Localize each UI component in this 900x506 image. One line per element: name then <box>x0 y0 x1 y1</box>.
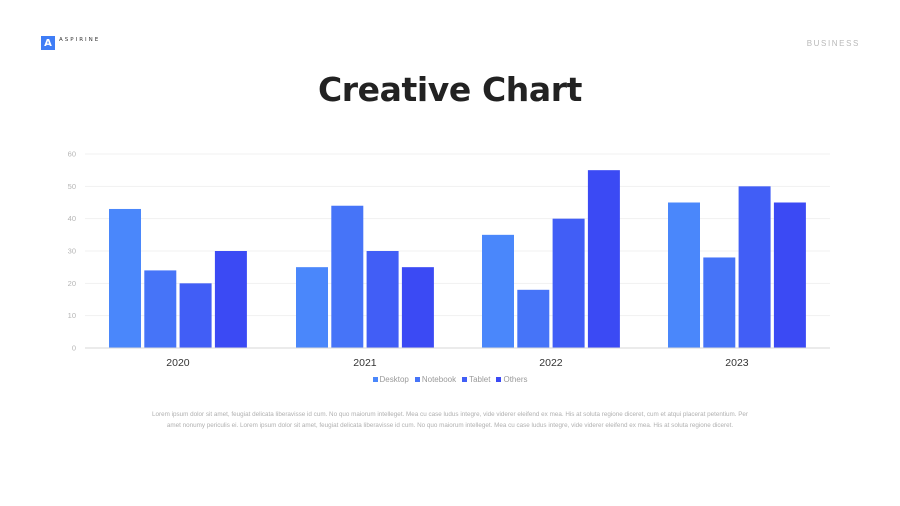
x-tick-label: 2023 <box>725 357 749 369</box>
bar-tablet-2023 <box>738 186 771 348</box>
y-tick-label: 30 <box>68 247 76 256</box>
brand-name: ASPIRINE <box>59 37 101 43</box>
body-paragraph: Lorem ipsum dolor sit amet, feugiat deli… <box>151 411 749 429</box>
chart-bars <box>109 170 806 348</box>
bar-tablet-2021 <box>366 251 399 348</box>
bar-notebook-2021 <box>331 205 364 348</box>
brand-logo: A ASPIRINE <box>41 36 100 50</box>
bar-notebook-2023 <box>703 257 736 348</box>
y-tick-label: 20 <box>68 279 76 288</box>
legend-label: Desktop <box>379 375 409 384</box>
section-label: BUSINESS <box>806 39 860 48</box>
bar-desktop-2021 <box>296 267 328 348</box>
x-tick-label: 2021 <box>353 357 377 369</box>
legend-swatch <box>462 377 468 382</box>
legend-swatch <box>414 377 420 382</box>
y-tick-label: 10 <box>68 311 76 320</box>
legend-item-notebook: Notebook <box>414 375 457 384</box>
legend-item-others: Others <box>496 375 527 384</box>
bar-notebook-2020 <box>144 270 177 348</box>
legend-item-tablet: Tablet <box>462 375 490 384</box>
bar-tablet-2022 <box>552 218 585 348</box>
bar-desktop-2022 <box>482 234 514 348</box>
legend-label: Tablet <box>469 375 491 384</box>
legend-swatch <box>372 377 378 382</box>
legend-label: Others <box>503 375 528 384</box>
chart-axes: 0 10 20 30 40 50 60 2020 2021 2022 2023 <box>68 150 830 369</box>
bar-desktop-2020 <box>109 208 141 348</box>
y-tick-label: 60 <box>68 150 76 159</box>
bar-others-2020 <box>214 251 247 348</box>
page-title: Creative Chart <box>317 70 583 109</box>
x-tick-label: 2022 <box>539 357 563 369</box>
y-tick-label: 50 <box>68 182 76 191</box>
y-tick-label: 40 <box>68 214 76 223</box>
bar-desktop-2023 <box>668 202 700 348</box>
x-tick-label: 2020 <box>166 357 190 369</box>
bar-others-2022 <box>587 170 620 348</box>
y-tick-label: 0 <box>72 344 76 353</box>
bar-notebook-2022 <box>517 289 550 348</box>
bar-others-2021 <box>401 267 434 348</box>
chart-legend: Desktop Notebook Tablet Others <box>0 375 900 384</box>
bar-tablet-2020 <box>179 283 212 348</box>
logo-icon: A <box>41 36 55 50</box>
bar-others-2023 <box>773 202 806 348</box>
legend-item-desktop: Desktop <box>372 375 409 384</box>
legend-label: Notebook <box>421 375 457 384</box>
legend-swatch <box>496 377 502 382</box>
